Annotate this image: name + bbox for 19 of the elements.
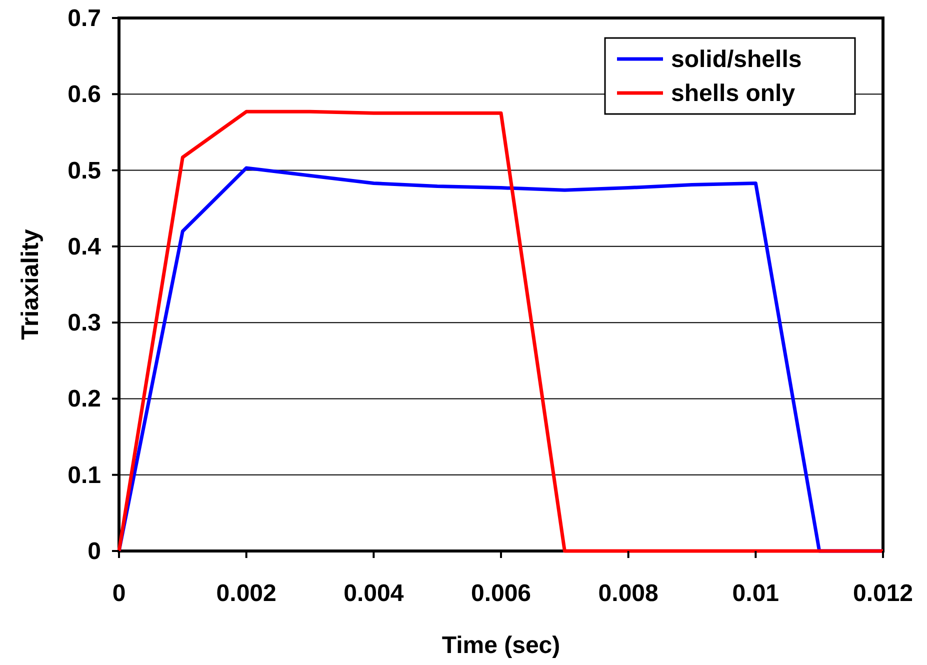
y-tick-label: 0.4 <box>68 233 102 260</box>
y-tick-label: 0.3 <box>68 310 101 337</box>
y-tick-label: 0.7 <box>68 5 101 32</box>
x-tick-label: 0.01 <box>732 580 780 607</box>
y-tick-label: 0.6 <box>68 81 101 108</box>
x-tick-label: 0.006 <box>470 580 532 607</box>
x-tick-label: 0.008 <box>598 580 658 607</box>
legend-label: solid/shells <box>671 46 802 73</box>
y-tick-label: 0.1 <box>68 462 101 489</box>
y-tick-label: 0.2 <box>68 386 101 413</box>
y-tick-label: 0 <box>88 538 101 565</box>
x-tick-label: 0.012 <box>852 580 914 607</box>
x-axis-title: Time (sec) <box>442 632 560 659</box>
y-axis-title: Triaxiality <box>17 228 44 340</box>
x-tick-label: 0.004 <box>344 580 404 607</box>
y-tick-label: 0.5 <box>68 157 101 184</box>
legend-label: shells only <box>671 80 796 107</box>
x-tick-label: 0 <box>112 580 126 607</box>
x-tick-label: 0.002 <box>216 580 276 607</box>
